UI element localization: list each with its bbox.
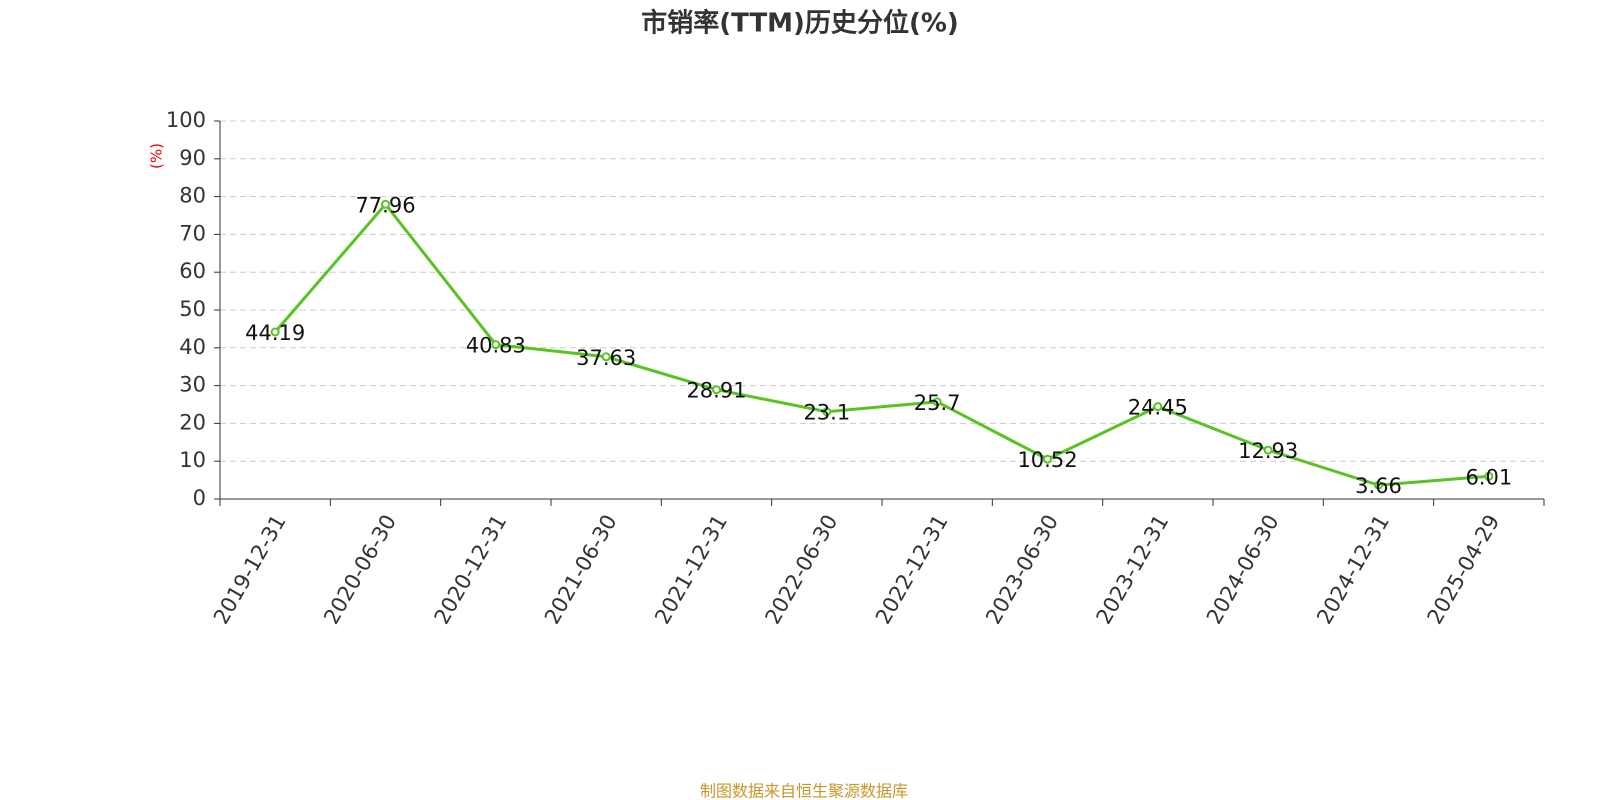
y-tick-label: 90 [179, 146, 206, 170]
x-tick-label: 2022-06-30 [761, 511, 843, 629]
point [381, 199, 390, 209]
data-label: 28.91 [686, 379, 746, 403]
point [1484, 471, 1494, 481]
point [1153, 402, 1163, 412]
data-label: 37.63 [576, 346, 636, 370]
point [932, 397, 942, 407]
data-label: 6.01 [1465, 465, 1512, 489]
point [1043, 454, 1052, 464]
point [601, 352, 611, 362]
point [822, 407, 832, 417]
data-label: 23.1 [803, 401, 850, 425]
point [1374, 480, 1383, 490]
x-tick-label: 2023-12-31 [1092, 511, 1174, 629]
point [712, 385, 721, 395]
y-tick-label: 30 [179, 373, 206, 397]
y-tick-label: 80 [179, 184, 206, 208]
data-label: 10.52 [1017, 448, 1077, 472]
data-label: 3.66 [1355, 474, 1402, 498]
x-tick-label: 2025-04-29 [1423, 511, 1505, 629]
x-tick-label: 2019-12-31 [209, 511, 291, 629]
data-label: 77.96 [355, 193, 415, 217]
x-tick-label: 2021-06-30 [540, 511, 622, 629]
x-tick-label: 2021-12-31 [650, 511, 732, 629]
y-tick-label: 0 [193, 486, 206, 510]
y-tick-label: 70 [179, 221, 206, 245]
y-axis-label: (%) [148, 143, 166, 169]
point [491, 340, 501, 350]
point [1263, 445, 1273, 455]
data-label: 25.7 [914, 391, 961, 415]
x-tick-label: 2023-06-30 [981, 511, 1063, 629]
y-tick-label: 20 [179, 410, 206, 434]
x-tick-label: 2024-12-31 [1312, 511, 1394, 629]
data-label: 12.93 [1238, 439, 1298, 463]
y-tick-label: 100 [166, 108, 206, 132]
chart-title: 市销率(TTM)历史分位(%) [641, 8, 959, 39]
y-tick-label: 50 [179, 297, 206, 321]
data-label: 40.83 [466, 334, 526, 358]
x-tick-label: 2020-06-30 [319, 511, 401, 629]
data-label: 44.19 [245, 321, 305, 345]
y-tick-label: 40 [179, 335, 206, 359]
source-note: 制图数据来自恒生聚源数据库 [700, 782, 908, 800]
x-tick-label: 2020-12-31 [430, 511, 512, 629]
x-tick-label: 2024-06-30 [1202, 511, 1284, 629]
line [274, 201, 1489, 487]
data-label: 24.45 [1128, 396, 1188, 420]
y-tick-label: 60 [179, 259, 206, 283]
y-tick-label: 10 [179, 448, 206, 472]
x-tick-label: 2022-12-31 [871, 511, 953, 629]
point [270, 327, 280, 337]
